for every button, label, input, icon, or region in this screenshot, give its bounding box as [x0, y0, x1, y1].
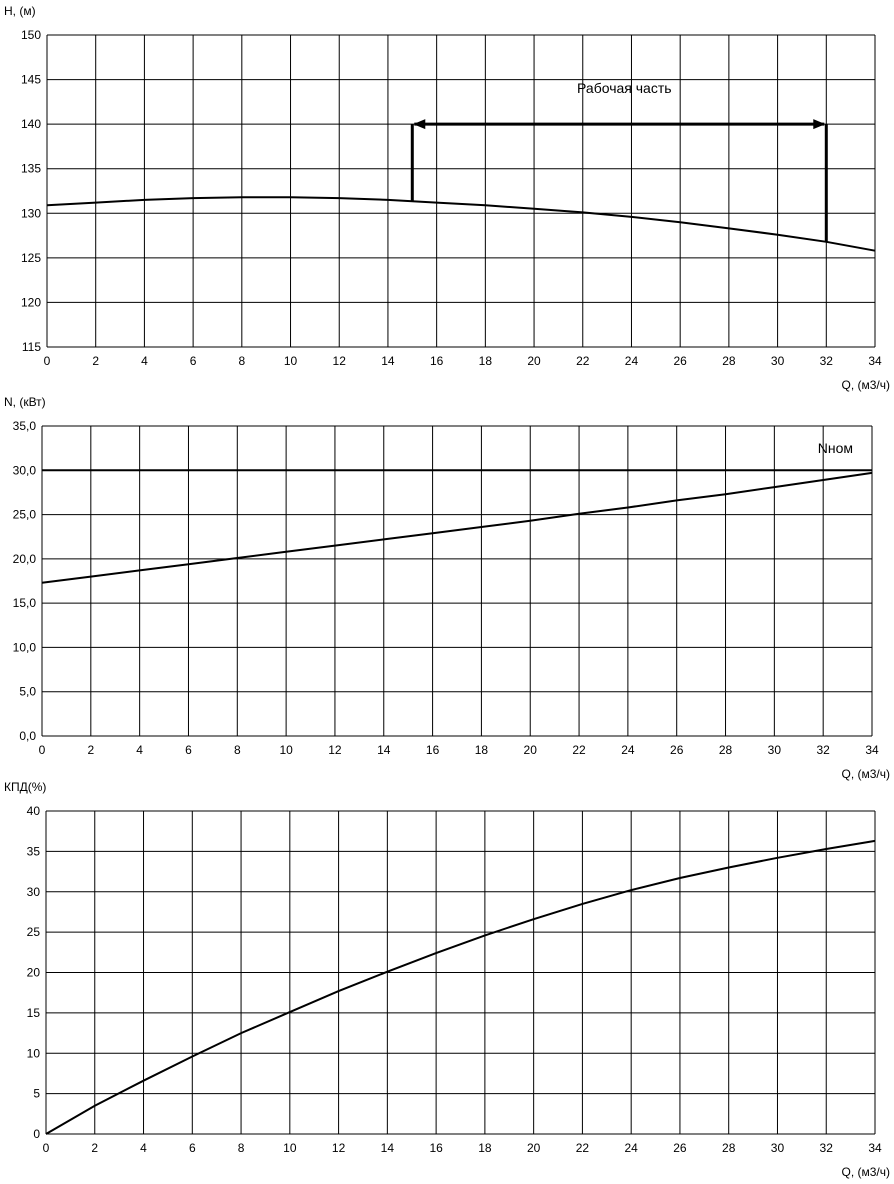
y-tick-label: 35,0: [13, 419, 37, 433]
y-tick-label: 0: [33, 1127, 40, 1141]
x-tick-label: 18: [478, 1141, 492, 1155]
series-line: [41, 471, 873, 584]
nominal-power-label: Nном: [818, 440, 853, 456]
x-tick-label: 4: [141, 354, 148, 368]
x-tick-label: 24: [621, 743, 635, 757]
x-tick-label: 8: [234, 743, 241, 757]
x-tick-label: 16: [426, 743, 440, 757]
y-tick-label: 25: [27, 925, 41, 939]
x-tick-label: 2: [91, 1141, 98, 1155]
x-tick-label: 34: [868, 1141, 882, 1155]
y-tick-label: 40: [27, 804, 41, 818]
x-tick-label: 32: [816, 743, 830, 757]
y-tick-label: 20: [27, 966, 41, 980]
x-tick-label: 16: [430, 354, 444, 368]
series-line: [45, 839, 876, 1135]
x-tick-label: 6: [189, 1141, 196, 1155]
x-tick-label: 34: [868, 354, 882, 368]
x-tick-label: 26: [673, 1141, 687, 1155]
x-tick-label: 28: [719, 743, 733, 757]
x-tick-label: 10: [279, 743, 293, 757]
x-tick-label: 34: [865, 743, 879, 757]
x-tick-label: 26: [670, 743, 684, 757]
y-tick-label: 15: [27, 1006, 41, 1020]
y-tick-label: 120: [21, 295, 41, 309]
y-tick-label: 30: [27, 885, 41, 899]
x-tick-label: 12: [333, 354, 347, 368]
x-axis-label: Q, (м3/ч): [841, 1165, 890, 1179]
arrowhead-left-icon: [413, 119, 426, 130]
x-tick-label: 22: [576, 354, 590, 368]
x-tick-label: 6: [190, 354, 197, 368]
x-tick-label: 18: [479, 354, 493, 368]
y-tick-label: 30,0: [13, 463, 37, 477]
x-tick-label: 24: [625, 354, 639, 368]
y-tick-label: 125: [21, 251, 41, 265]
y-tick-label: 115: [22, 340, 41, 354]
x-tick-label: 30: [771, 354, 785, 368]
y-tick-label: 5: [33, 1087, 40, 1101]
x-tick-label: 28: [722, 354, 736, 368]
x-tick-label: 14: [377, 743, 391, 757]
x-axis-label: Q, (м3/ч): [841, 767, 890, 781]
x-tick-label: 28: [722, 1141, 736, 1155]
y-tick-label: 10,0: [13, 640, 37, 654]
x-tick-label: 4: [140, 1141, 147, 1155]
x-tick-label: 20: [527, 354, 541, 368]
y-axis-label: H, (м): [4, 4, 36, 18]
x-tick-label: 2: [92, 354, 99, 368]
series-line: [46, 196, 876, 252]
x-tick-label: 10: [283, 1141, 297, 1155]
y-tick-label: 15,0: [13, 596, 37, 610]
x-tick-label: 4: [136, 743, 143, 757]
x-tick-label: 20: [527, 1141, 541, 1155]
working-range-label: Рабочая часть: [577, 80, 672, 96]
power-chart: 0 2 4 6 8 10 12 14 16 18 20 22 24 26 28 30 32 340,05,010,…: [4, 395, 890, 781]
y-tick-label: 10: [27, 1046, 41, 1060]
y-tick-label: 150: [21, 28, 41, 42]
x-tick-label: 14: [381, 354, 395, 368]
x-tick-label: 22: [572, 743, 586, 757]
y-tick-label: 130: [21, 206, 41, 220]
y-tick-label: 0,0: [19, 729, 36, 743]
x-tick-label: 8: [238, 1141, 245, 1155]
x-tick-label: 8: [238, 354, 245, 368]
x-tick-label: 0: [39, 743, 46, 757]
x-tick-label: 30: [768, 743, 782, 757]
x-tick-label: 14: [381, 1141, 395, 1155]
x-tick-label: 30: [771, 1141, 785, 1155]
x-tick-label: 0: [43, 1141, 50, 1155]
arrowhead-right-icon: [813, 119, 826, 130]
x-tick-label: 12: [332, 1141, 346, 1155]
x-tick-label: 2: [87, 743, 94, 757]
x-tick-label: 20: [524, 743, 538, 757]
y-tick-label: 20,0: [13, 552, 37, 566]
y-tick-label: 35: [27, 844, 41, 858]
y-axis-label: КПД(%): [4, 780, 46, 794]
x-tick-label: 32: [820, 1141, 834, 1155]
efficiency-chart: 0 2 4 6 8 10 12 14 16 18 20 22 24 26 28 30 32 34051015202…: [4, 780, 890, 1179]
y-axis-label: N, (кВт): [4, 395, 46, 409]
x-tick-label: 32: [820, 354, 834, 368]
y-tick-label: 140: [21, 117, 41, 131]
x-tick-label: 22: [576, 1141, 590, 1155]
y-tick-label: 135: [21, 162, 41, 176]
x-tick-label: 24: [624, 1141, 638, 1155]
x-tick-label: 12: [328, 743, 342, 757]
x-tick-label: 0: [44, 354, 51, 368]
head-chart: 0 2 4 6 8 10 12 14 16 18 20 22 24 26 28 30 32 34115120125…: [4, 4, 890, 392]
x-tick-label: 6: [185, 743, 192, 757]
x-tick-label: 16: [429, 1141, 443, 1155]
y-tick-label: 5,0: [19, 685, 36, 699]
x-axis-label: Q, (м3/ч): [841, 378, 890, 392]
x-tick-label: 10: [284, 354, 298, 368]
y-tick-label: 25,0: [13, 508, 37, 522]
y-tick-label: 145: [21, 73, 41, 87]
x-tick-label: 18: [475, 743, 489, 757]
x-tick-label: 26: [673, 354, 687, 368]
